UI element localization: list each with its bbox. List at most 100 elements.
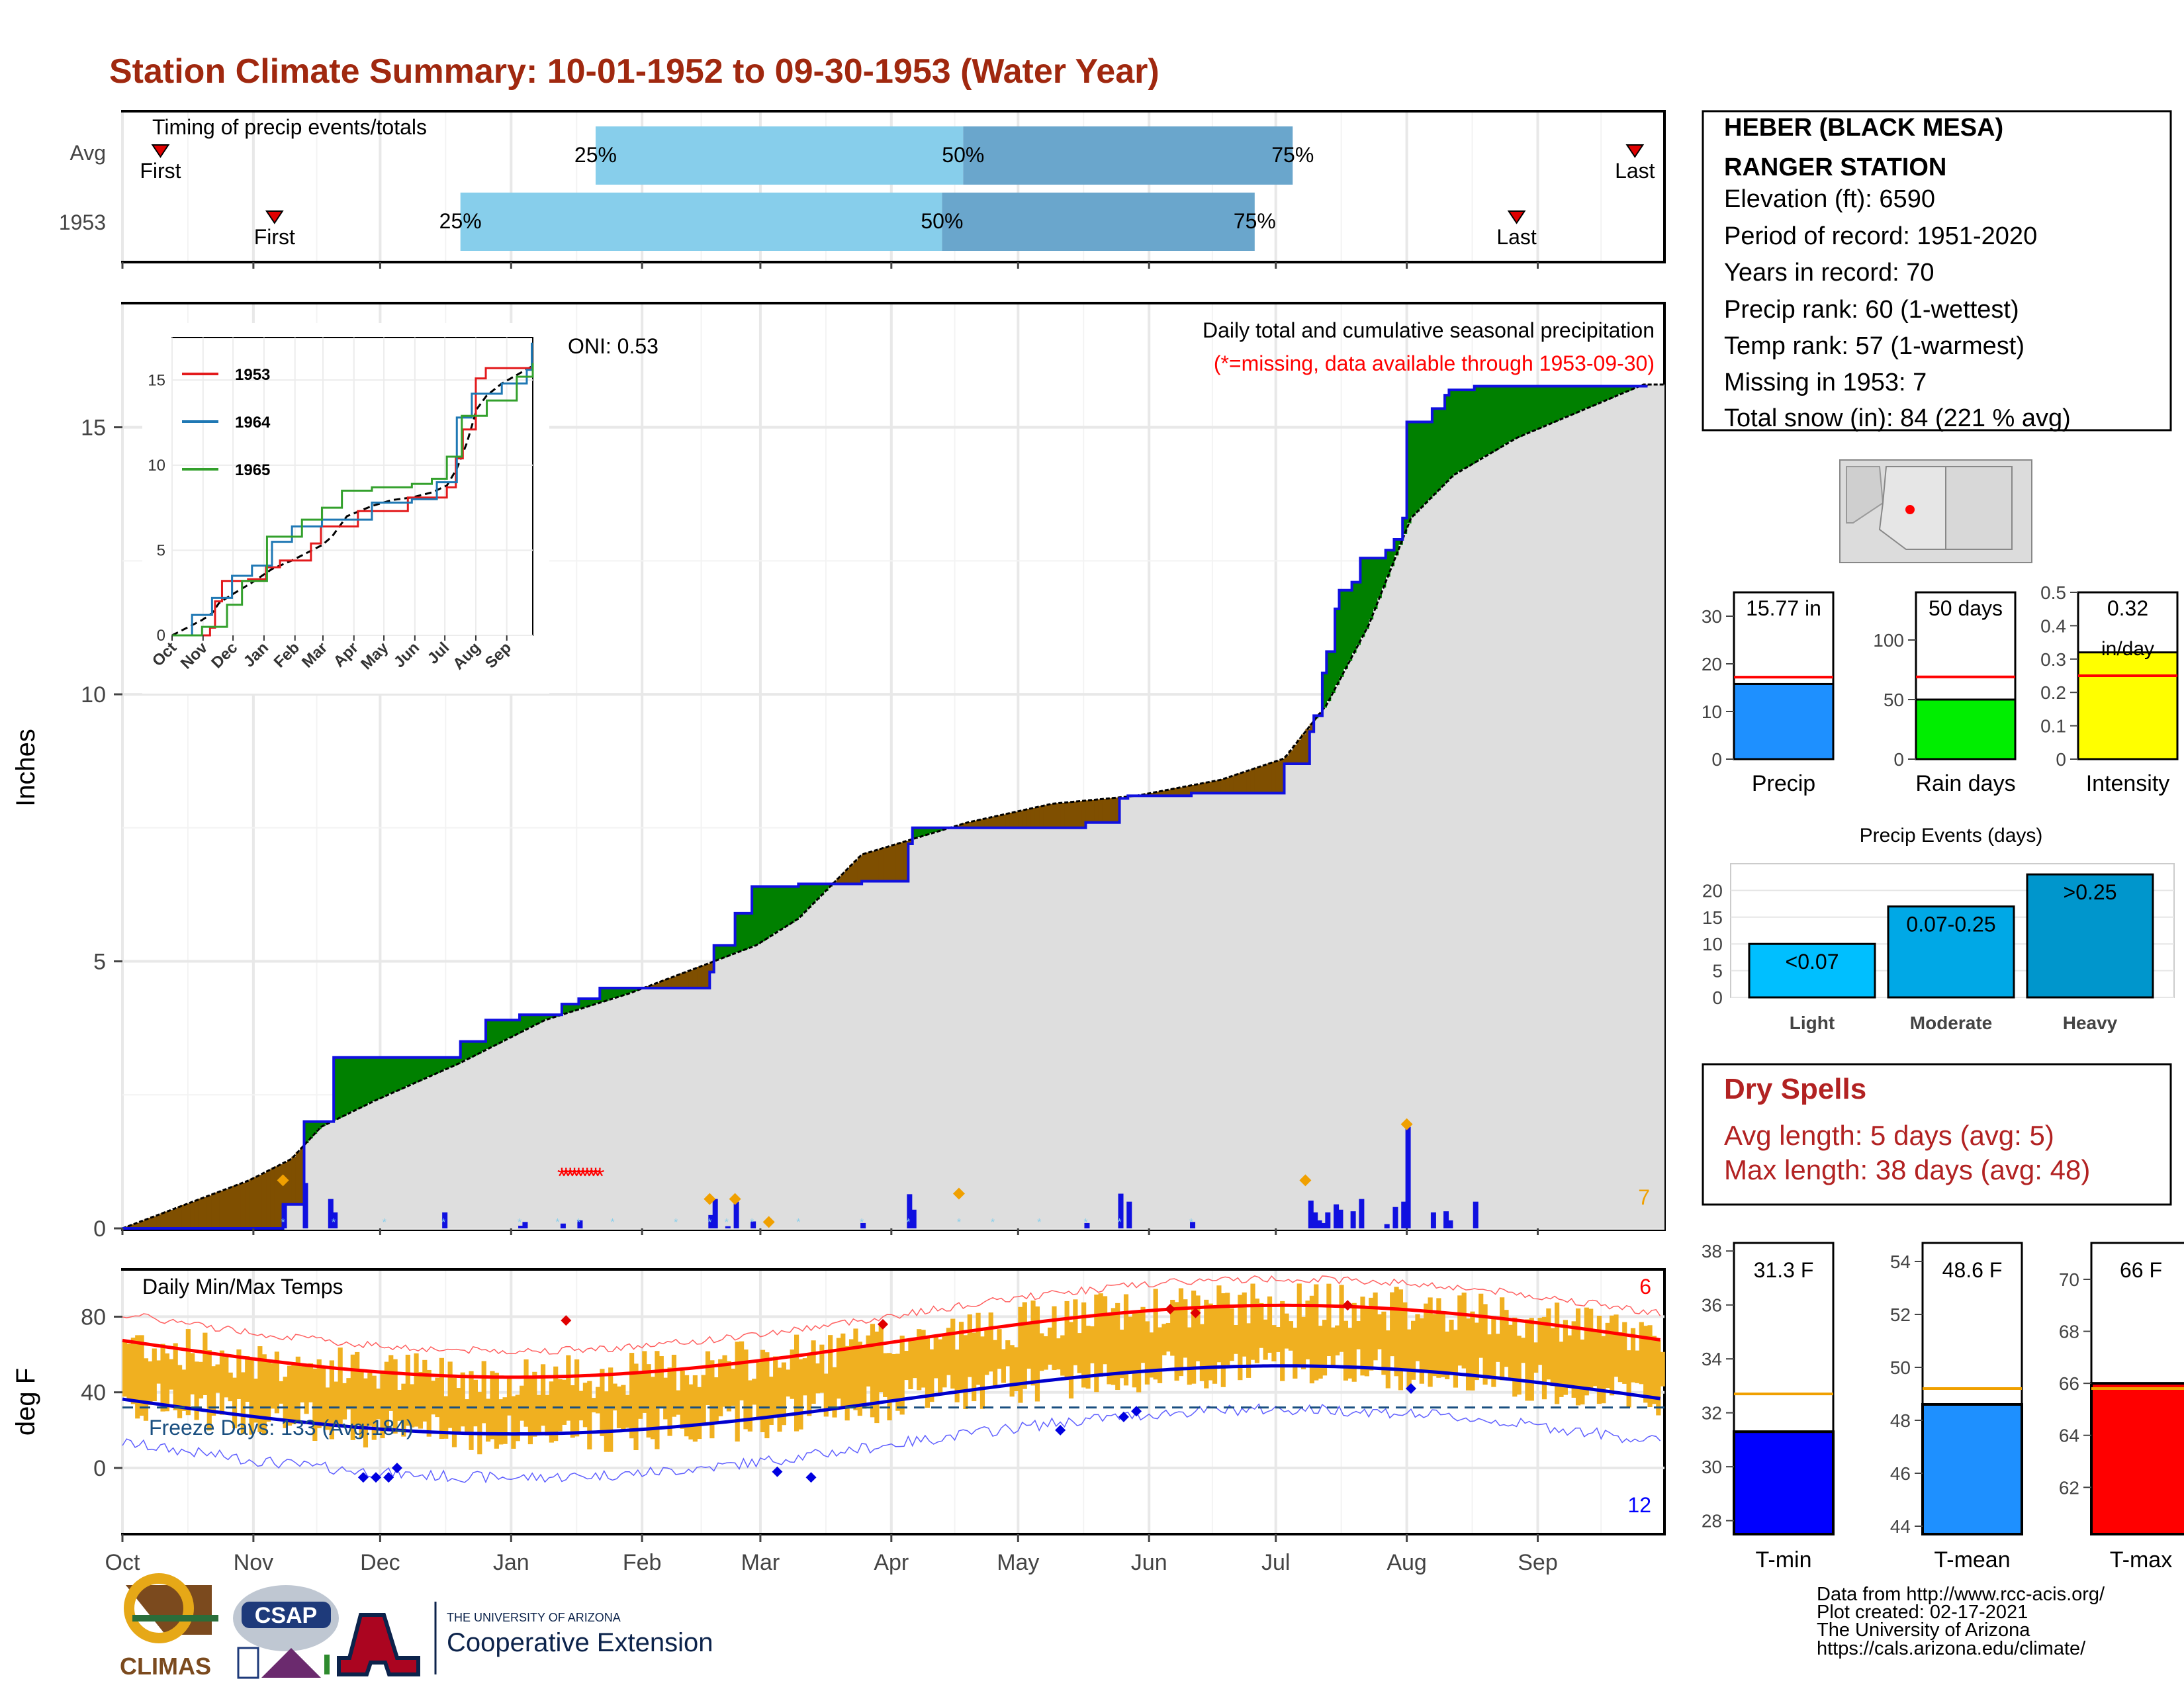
departure-strip [1090, 800, 1095, 823]
daily-temp-range-bar [845, 1346, 850, 1420]
locator-map [1840, 460, 2032, 563]
departure-strip [790, 887, 795, 923]
inset-legend-label: 1953 [235, 366, 270, 384]
departure-strip [186, 1203, 191, 1228]
departure-strip [1466, 390, 1471, 467]
departure-strip [1263, 765, 1268, 794]
daily-precip-bar [713, 1199, 718, 1228]
departure-strip [250, 1179, 254, 1228]
departure-strip [1297, 740, 1302, 764]
missing-note: (*=missing, data available through 1953-… [1214, 351, 1655, 375]
mini-bar-value-label: 15.77 in [1746, 596, 1821, 620]
daily-temp-range-bar [215, 1365, 220, 1393]
daily-temp-range-bar [680, 1371, 685, 1429]
departure-strip [1424, 422, 1428, 504]
departure-strip [702, 966, 706, 988]
precip-panel: ********************* ********** 051015 … [11, 303, 1664, 1242]
daily-temp-range-bar [629, 1353, 634, 1438]
daily-temp-range-bar [1069, 1322, 1073, 1398]
daily-temp-range-bar [993, 1340, 997, 1387]
departure-strip [1001, 815, 1006, 828]
departure-strip [427, 1058, 432, 1077]
daily-temp-range-bar [469, 1371, 473, 1450]
daily-temp-range-bar [853, 1328, 858, 1410]
daily-temp-range-bar [173, 1343, 178, 1410]
daily-temp-range-bar [1073, 1299, 1077, 1365]
precip-ytick: 15 [81, 416, 106, 441]
daily-precip-bar [1392, 1207, 1398, 1228]
departure-strip [858, 856, 862, 884]
daily-temp-range-bar [600, 1369, 604, 1436]
departure-strip [743, 913, 748, 949]
daily-temp-range-bar [465, 1399, 469, 1434]
daily-temp-range-bar [388, 1355, 393, 1410]
daily-temp-range-bar [574, 1359, 579, 1436]
daily-temp-range-bar [1289, 1321, 1293, 1351]
daily-temp-range-bar [507, 1376, 512, 1416]
daily-temp-range-bar [1085, 1326, 1090, 1389]
departure-strip [1343, 590, 1348, 669]
daily-temp-range-bar [794, 1335, 799, 1432]
mini-bar-tick: 0.5 [2040, 582, 2066, 603]
departure-strip [756, 887, 761, 944]
month-label: May [997, 1550, 1039, 1575]
departure-strip [1018, 811, 1023, 828]
departure-strip [388, 1058, 393, 1094]
daily-temp-range-bar [1339, 1285, 1343, 1351]
departure-strip [1508, 386, 1513, 441]
daily-temp-range-bar [1166, 1323, 1171, 1351]
timing-event-label: Last [1496, 225, 1537, 249]
temp-ytick: 80 [81, 1304, 106, 1330]
csap-logo: CSAP [233, 1585, 339, 1678]
temp-bar-category: T-max [2110, 1547, 2172, 1573]
trace-marker: * [1037, 1217, 1041, 1228]
daily-temp-range-bar [165, 1353, 169, 1411]
daily-temp-range-bar [798, 1359, 803, 1430]
daily-temp-range-bar [511, 1396, 516, 1449]
departure-strip [697, 967, 702, 988]
daily-temp-range-bar [439, 1358, 444, 1439]
mini-bar-category: Intensity [2086, 771, 2170, 796]
departure-strip [1606, 386, 1610, 399]
csap-text: CSAP [255, 1603, 317, 1628]
daily-temp-range-bar [963, 1335, 968, 1409]
departure-strip [228, 1187, 233, 1228]
daily-temp-range-bar [1533, 1342, 1538, 1373]
daily-temp-range-bar [545, 1395, 549, 1436]
departure-strip [1449, 390, 1453, 477]
station-temp-rank: Temp rank: 57 (1-warmest) [1724, 332, 2025, 360]
timing-bar-late [942, 193, 1254, 251]
mini-bar-category: Precip [1752, 771, 1815, 796]
departure-strip [1238, 773, 1242, 793]
mini-bar-tick: 100 [1873, 630, 1904, 651]
daily-temp-range-bar [735, 1342, 740, 1441]
daily-temp-range-bar [879, 1324, 884, 1392]
daily-temp-range-bar [1546, 1308, 1551, 1379]
climas-logo: CLIMAS [120, 1578, 218, 1680]
daily-temp-range-bar [633, 1363, 638, 1450]
trace-marker: * [518, 1217, 522, 1228]
daily-temp-range-bar [862, 1347, 866, 1408]
departure-strip [1580, 386, 1584, 410]
departure-strip [1542, 386, 1547, 426]
temp-bar-value-label: 31.3 F [1754, 1258, 1814, 1282]
trace-marker: * [1189, 1217, 1193, 1228]
timing-row-year: 1953 [59, 210, 106, 234]
daily-temp-range-bar [1521, 1338, 1525, 1363]
departure-strip [680, 974, 685, 988]
daily-temp-range-bar [1242, 1293, 1247, 1357]
departure-strip [1479, 386, 1483, 459]
month-label: Jul [1261, 1550, 1290, 1575]
daily-precip-bar [911, 1210, 917, 1228]
month-label: Jun [1131, 1550, 1167, 1575]
departure-strip [803, 884, 807, 913]
missing-count: 7 [1638, 1185, 1650, 1209]
daily-temp-range-bar [659, 1356, 664, 1408]
departure-strip [516, 1020, 520, 1034]
departure-strip [257, 1175, 262, 1228]
daily-temp-range-bar [1525, 1319, 1529, 1400]
mini-bar-tick: 0.3 [2040, 649, 2066, 670]
event-bar-range: <0.07 [1786, 950, 1839, 974]
departure-strip [1271, 762, 1276, 793]
